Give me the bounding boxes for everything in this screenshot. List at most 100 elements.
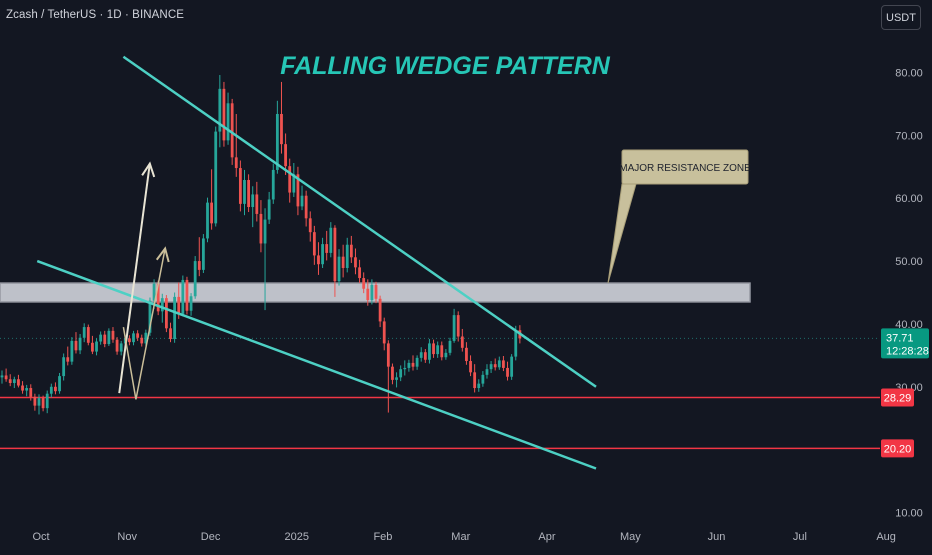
candle-body	[210, 202, 214, 224]
symbol-title: Zcash / TetherUS · 1D · BINANCE	[6, 9, 184, 21]
candle-body	[119, 343, 123, 352]
candle	[144, 329, 148, 346]
candle	[17, 374, 20, 388]
candle-body	[321, 244, 324, 265]
x-axis[interactable]: Oct Nov Dec 2025 Feb Mar Apr May Jun Jul Aug	[32, 531, 895, 543]
candle-body	[497, 360, 501, 368]
candle	[201, 234, 205, 274]
candle	[263, 208, 267, 311]
candle	[54, 382, 57, 395]
candle-body	[288, 166, 292, 193]
wedge-lines-group	[36, 55, 597, 470]
candle-body	[341, 256, 345, 268]
candle	[181, 275, 185, 317]
candle	[193, 256, 197, 299]
x-tick-label: Apr	[538, 531, 555, 543]
candle-body	[197, 261, 201, 270]
candle	[21, 381, 24, 394]
candle-body	[312, 232, 316, 256]
candle-body	[263, 219, 267, 244]
candle-body	[115, 339, 119, 352]
candle-body	[308, 218, 312, 233]
candle-body	[8, 379, 12, 384]
candle-body	[428, 343, 431, 360]
candle	[436, 341, 440, 358]
projection-arrow-secondary-head	[155, 246, 170, 263]
currency-button[interactable]: USDT	[881, 5, 921, 30]
candle-body	[366, 288, 370, 301]
candle-body	[12, 379, 16, 384]
candle	[444, 349, 448, 360]
candle	[275, 100, 279, 174]
candle	[399, 365, 403, 382]
candle	[206, 197, 209, 243]
candle	[296, 166, 300, 216]
candle	[493, 358, 497, 371]
candle-body	[358, 267, 361, 279]
candle-body	[255, 194, 259, 214]
candle-body	[337, 256, 341, 282]
candle	[333, 225, 337, 297]
projection-arrow-primary-head	[141, 161, 156, 178]
candle-body	[477, 383, 481, 389]
candle	[391, 363, 394, 385]
candle	[415, 355, 419, 370]
candle-body	[349, 244, 353, 258]
candle-body	[469, 361, 472, 373]
candle-body	[481, 374, 485, 384]
candle-body	[440, 345, 444, 358]
candle	[440, 341, 444, 361]
candle	[358, 259, 361, 284]
x-tick-label: Oct	[32, 531, 49, 543]
candle-body	[317, 255, 320, 265]
candle-body	[234, 157, 238, 169]
candle-body	[74, 340, 78, 351]
candle	[214, 126, 218, 227]
candle-body	[206, 202, 209, 239]
support-levels-group	[0, 337, 880, 450]
candle-body	[345, 244, 349, 268]
candle	[189, 293, 193, 316]
candle	[321, 237, 324, 268]
candle	[0, 370, 4, 384]
candle	[465, 342, 468, 365]
x-tick-label: Jun	[708, 531, 726, 543]
candle	[366, 279, 370, 306]
candle	[12, 376, 16, 389]
candle-body	[140, 337, 144, 344]
candle	[325, 230, 329, 261]
candle-body	[436, 345, 440, 355]
candle-body	[333, 227, 337, 282]
candle	[341, 244, 345, 278]
candle-body	[111, 330, 115, 340]
candle-body	[58, 376, 61, 392]
candle	[119, 340, 123, 356]
x-tick-label: Dec	[201, 531, 221, 543]
candle-body	[325, 244, 329, 253]
candle	[238, 160, 242, 212]
candle	[345, 237, 349, 273]
candle	[304, 190, 308, 227]
candle-body	[292, 174, 296, 193]
candle	[370, 279, 374, 305]
candle-body	[407, 362, 411, 368]
candle-body	[382, 321, 386, 344]
candle-body	[148, 300, 152, 333]
candle	[428, 339, 431, 364]
candle	[140, 334, 144, 347]
candle-body	[0, 375, 4, 378]
candle	[284, 133, 287, 175]
candle	[485, 364, 489, 379]
candle	[70, 337, 74, 365]
candle-body	[25, 388, 29, 391]
candle-body	[329, 227, 333, 253]
candle	[489, 361, 493, 373]
level-badge-label: 20.20	[884, 443, 912, 455]
candle-body	[386, 343, 390, 367]
candle-body	[41, 398, 45, 409]
candle-body	[66, 357, 70, 362]
x-tick-label: Feb	[373, 531, 392, 543]
